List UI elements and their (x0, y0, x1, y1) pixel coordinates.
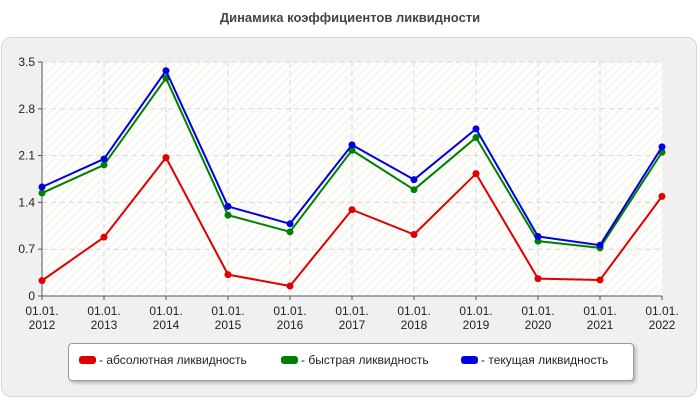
data-point-absolute (348, 206, 356, 214)
data-point-current (348, 141, 356, 149)
data-point-absolute (534, 275, 542, 283)
y-tick-label: 0.7 (18, 242, 35, 256)
legend-swatch-current (461, 356, 478, 364)
chart-title: Динамика коэффициентов ликвидности (219, 10, 481, 25)
y-tick-label: 3.5 (18, 55, 35, 69)
data-point-current (100, 155, 108, 163)
data-point-quick (38, 189, 46, 197)
data-point-current (596, 241, 604, 249)
y-tick-label: 0 (28, 289, 35, 303)
x-tick-label: 01.01. 2012 (25, 304, 58, 332)
data-point-quick (286, 228, 294, 236)
data-point-absolute (100, 233, 108, 241)
data-point-absolute (596, 276, 604, 284)
data-point-absolute (410, 230, 418, 238)
data-point-absolute (286, 282, 294, 290)
data-point-current (410, 176, 418, 184)
data-point-current (534, 232, 542, 240)
y-tick-label: 2.1 (18, 149, 35, 163)
legend-item-quick: - быстрая ликвидность (281, 353, 429, 367)
data-point-current (472, 125, 480, 133)
data-point-current (224, 202, 232, 210)
data-point-absolute (224, 271, 232, 279)
y-tick-label: 1.4 (18, 195, 35, 209)
legend-label-current: - текущая ликвидность (481, 353, 609, 367)
data-point-current (38, 183, 46, 191)
x-tick-label: 01.01. 2020 (521, 304, 554, 332)
data-point-current (658, 143, 666, 151)
x-tick-label: 01.01. 2018 (397, 304, 430, 332)
x-tick-label: 01.01. 2014 (149, 304, 182, 332)
data-point-quick (224, 211, 232, 219)
data-point-current (286, 220, 294, 228)
data-point-quick (472, 134, 480, 142)
data-point-quick (100, 161, 108, 169)
legend-swatch-quick (281, 356, 298, 364)
data-point-current (162, 67, 170, 75)
x-tick-label: 01.01. 2019 (459, 304, 492, 332)
chart-legend: - абсолютная ликвидность - быстрая ликви… (68, 343, 634, 381)
x-tick-label: 01.01. 2017 (335, 304, 368, 332)
legend-item-absolute: - абсолютная ликвидность (79, 353, 247, 367)
data-point-absolute (38, 277, 46, 285)
legend-item-current: - текущая ликвидность (461, 353, 608, 367)
x-tick-label: 01.01. 2016 (273, 304, 306, 332)
data-point-absolute (472, 170, 480, 178)
legend-label-quick: - быстрая ликвидность (301, 353, 429, 367)
x-tick-label: 01.01. 2013 (87, 304, 120, 332)
data-point-quick (410, 186, 418, 194)
legend-swatch-absolute (79, 356, 96, 364)
data-point-absolute (658, 192, 666, 200)
x-tick-label: 01.01. 2022 (645, 304, 678, 332)
data-point-absolute (162, 154, 170, 162)
x-tick-label: 01.01. 2021 (583, 304, 616, 332)
y-tick-label: 2.8 (18, 102, 35, 116)
x-tick-label: 01.01. 2015 (211, 304, 244, 332)
legend-label-absolute: - абсолютная ликвидность (99, 353, 247, 367)
